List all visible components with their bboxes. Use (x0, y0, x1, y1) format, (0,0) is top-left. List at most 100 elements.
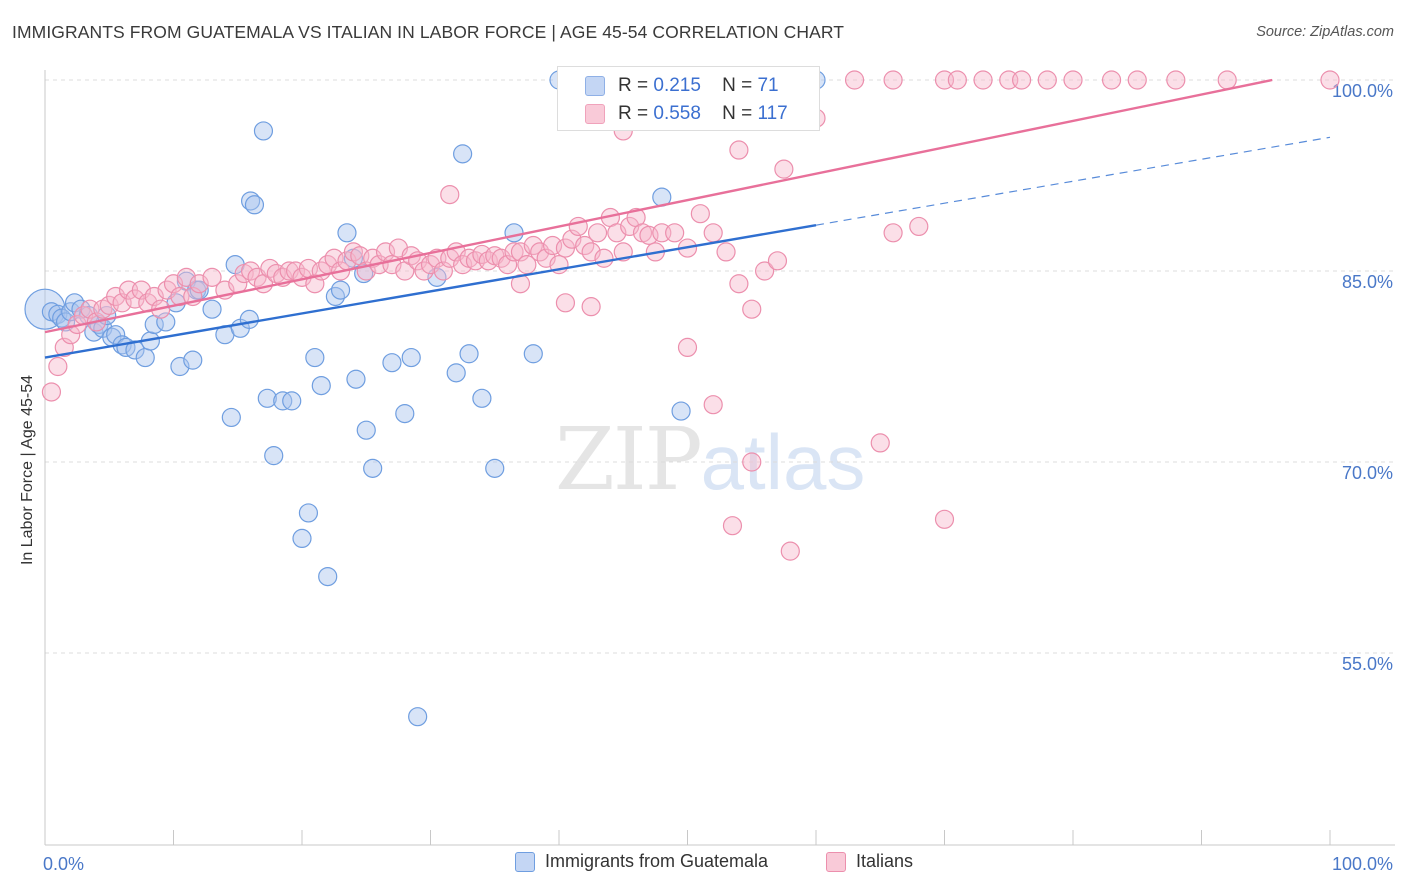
legend-swatch-guatemala (585, 76, 605, 96)
legend-swatch-guatemala (515, 851, 535, 872)
legend-swatch-italians (826, 851, 846, 872)
guatemala-point (325, 286, 346, 307)
italians-point (870, 433, 890, 453)
guatemala-point (253, 121, 274, 141)
n-label: N = (722, 75, 753, 96)
italians-point (716, 242, 736, 262)
guatemala-point (346, 369, 366, 389)
italians-point (48, 356, 68, 377)
italians-point (934, 509, 955, 529)
italians-point (440, 185, 460, 205)
italians-point (202, 267, 222, 287)
italians-point (677, 337, 698, 357)
guatemala-point (504, 223, 524, 243)
guatemala-point (298, 503, 319, 523)
y-tick-label: 100.0% (1332, 81, 1393, 101)
guatemala-point (183, 350, 203, 370)
italians-point (587, 223, 608, 243)
italians-point (690, 204, 710, 224)
italians-point (883, 223, 903, 243)
italians-point (1063, 70, 1083, 90)
y-tick-label: 55.0% (1342, 654, 1393, 674)
guatemala-point (264, 446, 284, 466)
y-tick-label: 85.0% (1342, 272, 1393, 292)
guatemala-trend-line (44, 223, 817, 359)
trend-lines (44, 78, 1331, 359)
guatemala-point (408, 707, 428, 727)
watermark-zip: ZIP (555, 410, 703, 510)
r-value: 0.558 (653, 103, 701, 124)
italians-point (729, 274, 749, 294)
legend-stats-guatemala: R = 0.215 N = 71 (618, 75, 779, 97)
guatemala-point (241, 191, 261, 211)
legend-label-guatemala: Immigrants from Guatemala (545, 851, 769, 871)
r-value: 0.215 (653, 75, 701, 96)
guatemala-point (446, 363, 466, 383)
italians-point (780, 541, 800, 561)
r-label: R = (618, 75, 649, 96)
guatemala-point (202, 299, 222, 319)
guatemala-point (239, 309, 259, 329)
legend-item-italians[interactable]: Italians (826, 851, 913, 872)
tick-labels: 55.0% 70.0% 85.0% 100.0% 0.0% 100.0% (43, 81, 1393, 874)
italians-point (947, 70, 967, 90)
guatemala-point (337, 223, 357, 243)
italians-trend-line (44, 78, 1273, 334)
correlation-legend: R = 0.215 N = 71 R = 0.558 N = 117 (557, 66, 820, 131)
legend-label-italians: Italians (856, 851, 914, 871)
italians-point (1320, 70, 1340, 90)
series-legend: Immigrants from Guatemala Italians (0, 851, 1406, 879)
italians-point (1166, 70, 1186, 90)
guatemala-point (459, 344, 479, 364)
n-value: 71 (757, 75, 779, 96)
guatemala-point (318, 566, 338, 587)
guatemala-point (401, 347, 421, 368)
axes (44, 70, 1395, 846)
italians-point (844, 70, 865, 90)
x-tick-label: 100.0% (1332, 854, 1393, 874)
guatemala-point (244, 195, 265, 215)
italians-point (722, 516, 743, 536)
guatemala-point (395, 404, 415, 424)
legend-item-guatemala[interactable]: Immigrants from Guatemala (515, 851, 768, 872)
guatemala-point (305, 347, 325, 368)
guatemala-point (453, 144, 473, 164)
guatemala-point (363, 458, 383, 478)
y-tick-label: 70.0% (1342, 463, 1393, 483)
data-points (24, 70, 1340, 727)
guatemala-point (354, 263, 374, 284)
chart-title: IMMIGRANTS FROM GUATEMALA VS ITALIAN IN … (12, 22, 845, 42)
guatemala-point (221, 407, 241, 428)
n-label: N = (722, 103, 753, 124)
legend-stats-italians: R = 0.558 N = 117 (618, 103, 788, 125)
italians-point (555, 293, 576, 313)
italians-point (1127, 70, 1147, 90)
guatemala-point (282, 391, 302, 411)
r-label: R = (618, 103, 649, 124)
guatemala-point (485, 458, 505, 478)
guatemala-point (671, 401, 691, 421)
italians-point (729, 140, 749, 160)
italians-point (1101, 70, 1122, 90)
italians-point (581, 297, 601, 317)
guatemala-trend-extension (815, 136, 1331, 226)
italians-point (1037, 70, 1057, 90)
italians-point (883, 70, 903, 90)
italians-point (973, 70, 993, 90)
italians-point (594, 248, 614, 268)
guatemala-point (523, 344, 543, 364)
italians-point (41, 382, 62, 402)
guatemala-point (257, 388, 277, 408)
gridlines (45, 79, 1395, 654)
italians-point (909, 216, 929, 237)
italians-point (754, 261, 775, 281)
n-value: 117 (757, 103, 788, 124)
italians-point (703, 223, 723, 243)
guatemala-point (330, 280, 351, 300)
italians-point (1011, 70, 1032, 90)
guatemala-point (135, 347, 155, 368)
italians-point (703, 395, 723, 415)
guatemala-point (106, 325, 126, 345)
italians-point (767, 251, 788, 271)
